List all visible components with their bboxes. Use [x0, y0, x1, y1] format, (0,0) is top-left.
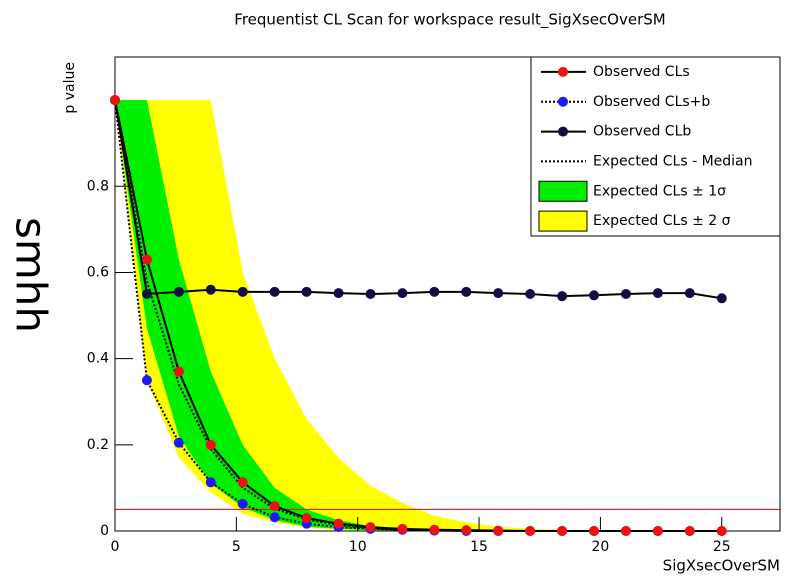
data-point — [652, 526, 663, 536]
legend-label: Expected CLs ± 1σ — [593, 183, 726, 199]
data-point — [141, 289, 152, 299]
x-tick-label: 0 — [111, 539, 120, 555]
data-point — [557, 291, 568, 302]
legend-marker — [558, 66, 568, 77]
data-point — [525, 289, 536, 299]
data-point — [589, 290, 600, 301]
data-point — [397, 523, 408, 534]
x-tick-label: 25 — [713, 539, 731, 555]
data-point — [461, 525, 472, 536]
data-point — [205, 284, 216, 295]
data-point — [333, 288, 344, 299]
series-line — [114, 99, 722, 532]
data-point — [493, 525, 504, 536]
data-point — [429, 286, 440, 297]
y-tick-label: 0.8 — [87, 178, 109, 194]
legend-label: Observed CLs — [593, 64, 690, 80]
x-tick-label: 20 — [591, 539, 609, 555]
data-point — [110, 95, 120, 106]
y-tick-label: 0.6 — [87, 264, 109, 280]
data-point — [652, 288, 663, 299]
data-point — [237, 477, 248, 488]
data-point — [205, 439, 216, 450]
side-label: smhh — [7, 217, 56, 333]
data-point — [141, 254, 152, 265]
data-point — [205, 477, 216, 488]
series-line — [114, 99, 722, 300]
data-point — [365, 289, 376, 299]
data-point — [269, 286, 280, 297]
legend-marker — [558, 126, 568, 137]
data-point — [620, 289, 631, 299]
data-point — [397, 288, 408, 299]
data-point — [365, 522, 376, 533]
data-point — [237, 286, 248, 297]
legend-swatch — [538, 210, 588, 232]
data-point — [557, 526, 568, 536]
data-point — [493, 288, 504, 299]
x-tick-label: 15 — [470, 539, 488, 555]
data-point — [620, 526, 631, 536]
data-point — [301, 286, 312, 297]
data-point — [716, 526, 727, 536]
y-axis-label: p value — [62, 62, 78, 114]
data-point — [141, 375, 152, 386]
data-point — [429, 524, 440, 535]
legend-label: Expected CLs ± 2 σ — [593, 213, 731, 229]
band — [115, 100, 722, 531]
data-point — [684, 526, 695, 536]
data-point — [173, 366, 184, 377]
data-point — [269, 512, 280, 523]
legend-label: Observed CLs+b — [593, 94, 710, 110]
data-point — [716, 293, 727, 304]
x-axis-label: SigXsecOverSM — [663, 557, 780, 575]
data-point — [173, 437, 184, 448]
x-tick-label: 10 — [349, 539, 367, 555]
data-point — [525, 526, 536, 536]
data-point — [173, 286, 184, 297]
legend-swatch — [538, 180, 588, 202]
data-point — [301, 513, 312, 524]
legend-marker — [558, 96, 568, 107]
data-point — [333, 518, 344, 529]
data-point — [461, 286, 472, 297]
data-point — [269, 501, 280, 512]
y-tick-label: 0.2 — [87, 437, 109, 453]
y-tick-label: 0.4 — [87, 351, 109, 367]
data-point — [589, 526, 600, 536]
x-tick-label: 5 — [232, 539, 241, 555]
legend-box — [530, 56, 781, 237]
legend-label: Expected CLs - Median — [593, 153, 753, 169]
data-point — [684, 288, 695, 299]
legend-label: Observed CLb — [593, 124, 691, 140]
data-point — [237, 498, 248, 509]
chart-title: Frequentist CL Scan for workspace result… — [234, 11, 665, 30]
y-tick-label: 0 — [100, 523, 109, 539]
